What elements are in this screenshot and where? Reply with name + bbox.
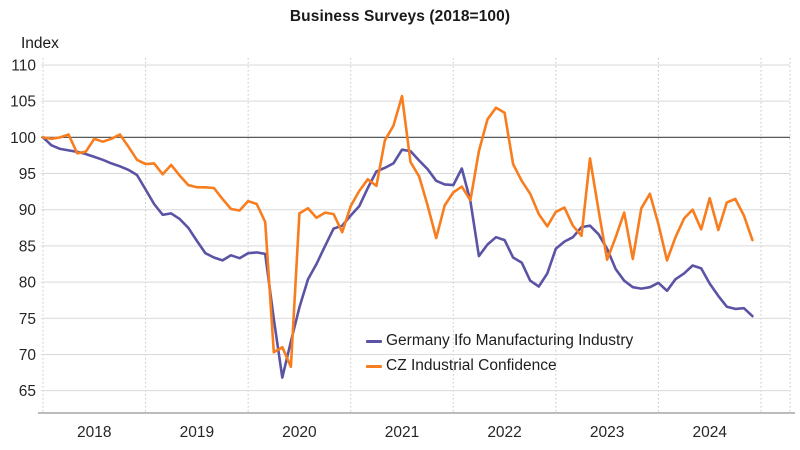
legend-item: CZ Industrial Confidence [366, 355, 633, 377]
x-tick-label: 2018 [77, 424, 111, 441]
x-tick-label: 2021 [385, 424, 419, 441]
x-tick-label: 2020 [282, 424, 317, 441]
legend-label: CZ Industrial Confidence [386, 357, 557, 374]
y-axis-title: Index [21, 35, 59, 52]
x-tick-label: 2023 [590, 424, 624, 441]
legend-label: Germany Ifo Manufacturing Industry [386, 332, 634, 349]
y-tick-label: 95 [19, 166, 36, 183]
y-tick-label: 90 [19, 202, 37, 219]
legend: Germany Ifo Manufacturing Industry CZ Ind… [366, 330, 633, 377]
y-tick-label: 105 [10, 94, 36, 111]
legend-item: Germany Ifo Manufacturing Industry [366, 330, 633, 352]
x-tick-label: 2024 [692, 424, 727, 441]
y-tick-label: 110 [11, 58, 36, 75]
y-tick-label: 85 [19, 238, 36, 255]
legend-dash-icon [366, 339, 382, 343]
y-tick-label: 80 [19, 275, 37, 292]
y-tick-label: 75 [19, 311, 36, 328]
legend-dash-icon [366, 364, 382, 368]
chart-title: Business Surveys (2018=100) [289, 8, 511, 25]
y-tick-label: 100 [10, 130, 36, 147]
x-tick-label: 2019 [180, 424, 214, 441]
series-line-cz-industrial-confidence [41, 94, 754, 369]
x-tick-label: 2022 [487, 424, 521, 441]
y-tick-label: 65 [19, 383, 36, 400]
series-line-germany-ifo-manufacturing-industry [41, 136, 754, 379]
y-tick-label: 70 [19, 347, 37, 364]
